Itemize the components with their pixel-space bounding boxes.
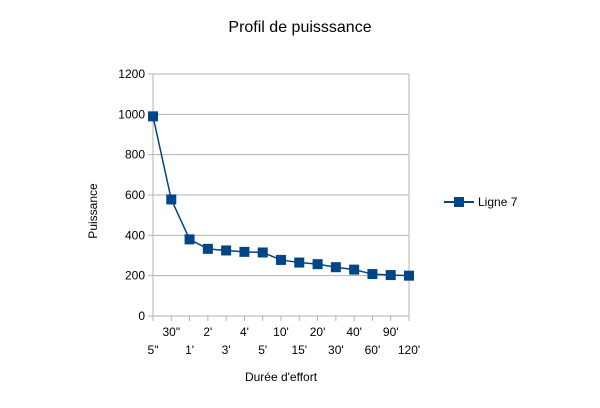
legend-marker-square-icon bbox=[454, 197, 464, 207]
y-tick-label: 0 bbox=[138, 309, 145, 323]
data-point-square-icon bbox=[239, 246, 250, 257]
x-tick-label: 2' bbox=[203, 325, 212, 339]
x-tick-label: 15' bbox=[291, 343, 307, 357]
x-tick-label: 20' bbox=[310, 325, 326, 339]
data-point-square-icon bbox=[184, 234, 195, 245]
data-point-square-icon bbox=[330, 262, 341, 273]
y-tick-label: 1000 bbox=[118, 107, 145, 121]
x-tick-label: 3' bbox=[222, 343, 231, 357]
chart-title: Profil de puisssance bbox=[228, 19, 371, 36]
y-tick-label: 1200 bbox=[118, 67, 145, 81]
y-tick-label: 200 bbox=[125, 269, 145, 283]
y-axis-label: Puissance bbox=[86, 183, 100, 239]
x-tick-label: 40' bbox=[346, 325, 362, 339]
x-tick-label: 1' bbox=[185, 343, 194, 357]
x-tick-label: 60' bbox=[365, 343, 381, 357]
data-point-square-icon bbox=[221, 245, 232, 256]
series-group bbox=[148, 111, 414, 281]
x-tick-label: 120' bbox=[398, 343, 420, 357]
x-tick-label: 4' bbox=[240, 325, 249, 339]
data-point-square-icon bbox=[404, 270, 414, 281]
x-tick-label: 5' bbox=[258, 343, 267, 357]
y-tick-label: 800 bbox=[125, 148, 145, 162]
y-tick-label: 400 bbox=[125, 228, 145, 242]
data-point-square-icon bbox=[166, 194, 177, 205]
x-tick-label: 90' bbox=[383, 325, 399, 339]
data-point-square-icon bbox=[349, 264, 360, 275]
data-point-square-icon bbox=[294, 257, 305, 268]
data-point-square-icon bbox=[312, 259, 323, 270]
x-tick-label: 30" bbox=[162, 325, 180, 339]
x-tick-label: 5" bbox=[148, 343, 159, 357]
data-point-square-icon bbox=[148, 111, 158, 122]
data-point-square-icon bbox=[202, 243, 213, 254]
x-tick-label: 30' bbox=[328, 343, 344, 357]
data-point-square-icon bbox=[385, 270, 396, 281]
y-tick-labels: 0 200 400 600 800 1000 1200 bbox=[118, 67, 145, 323]
x-tick-labels: 5"30" 1' 2' 3' 4' 5' 10'15'20'30'40'60'90' 120' bbox=[148, 325, 421, 357]
y-tick-label: 600 bbox=[125, 188, 145, 202]
data-point-square-icon bbox=[257, 247, 268, 258]
x-tick-label: 10' bbox=[273, 325, 289, 339]
x-axis-label: Durée d'effort bbox=[245, 370, 318, 384]
data-point-square-icon bbox=[367, 269, 378, 280]
legend-label: Ligne 7 bbox=[478, 195, 518, 209]
data-point-square-icon bbox=[276, 254, 286, 265]
legend: Ligne 7 bbox=[444, 195, 518, 209]
grid-lines bbox=[148, 73, 410, 321]
